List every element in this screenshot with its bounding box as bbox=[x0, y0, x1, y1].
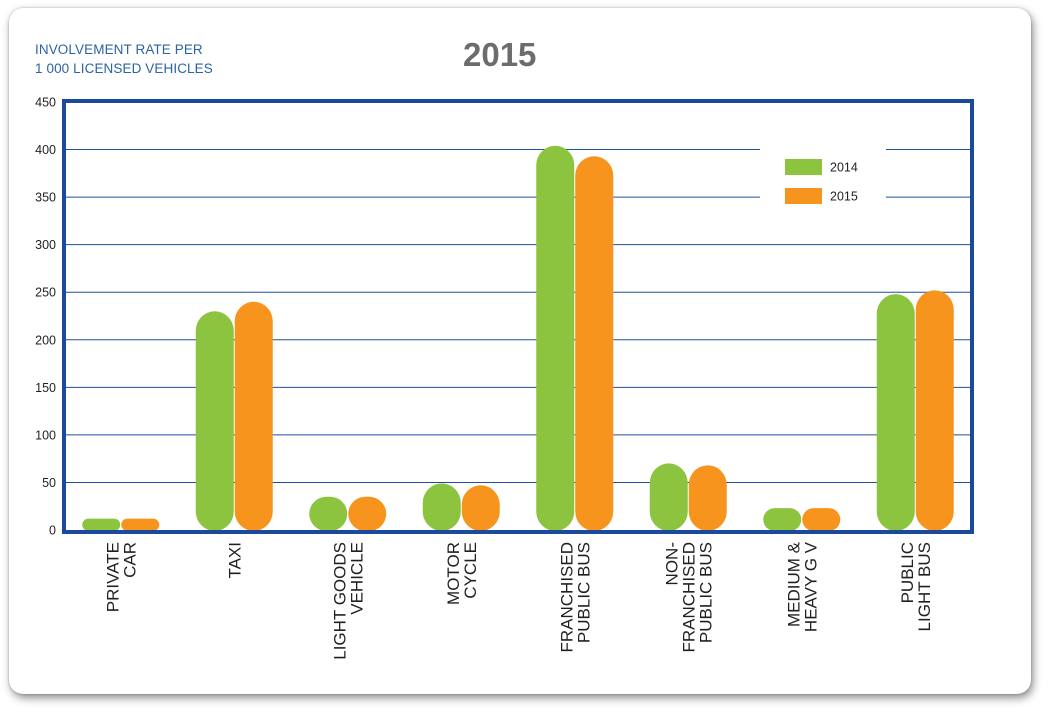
bar-2014 bbox=[536, 145, 575, 532]
x-category-label-line: NON- bbox=[662, 542, 681, 585]
legend-label-2015: 2015 bbox=[830, 190, 858, 204]
bar-2014 bbox=[649, 463, 688, 531]
x-category-label-line: FRANCHISED bbox=[679, 542, 698, 653]
x-category-label-line: PUBLIC BUS bbox=[696, 542, 715, 643]
y-axis-title: INVOLVEMENT RATE PER 1 000 LICENSED VEHI… bbox=[35, 40, 213, 78]
bar-2014 bbox=[82, 518, 121, 531]
y-tick-label: 0 bbox=[49, 524, 56, 538]
y-tick-label: 400 bbox=[35, 143, 56, 157]
bar-2014 bbox=[763, 508, 802, 531]
bar-2015 bbox=[575, 156, 614, 532]
bar-2014 bbox=[309, 496, 348, 531]
plot-frame bbox=[62, 99, 974, 534]
y-tick-label: 200 bbox=[35, 333, 56, 347]
x-category-label-line: PRIVATE bbox=[103, 542, 122, 612]
bar-2015 bbox=[121, 518, 160, 531]
x-category-label-line: MOTOR bbox=[444, 542, 463, 605]
y-tick-label: 450 bbox=[35, 96, 56, 110]
bar-2015 bbox=[234, 301, 273, 531]
bar-2015 bbox=[802, 508, 841, 531]
y-tick-label: 250 bbox=[35, 286, 56, 300]
bar-2015 bbox=[688, 465, 727, 531]
x-category-label-line: FRANCHISED bbox=[557, 542, 576, 653]
y-tick-label: 50 bbox=[42, 476, 56, 490]
legend-swatch-2014 bbox=[785, 159, 822, 175]
y-tick-label: 150 bbox=[35, 381, 56, 395]
y-tick-label: 100 bbox=[35, 428, 56, 442]
x-category-label-line: PUBLIC BUS bbox=[574, 542, 593, 643]
bar-2014 bbox=[422, 483, 461, 531]
bar-2014 bbox=[876, 294, 915, 531]
bar-2015 bbox=[915, 290, 954, 531]
x-category-label-line: VEHICLE bbox=[347, 542, 366, 615]
chart-title: 2015 bbox=[463, 36, 537, 73]
x-category-label-line: LIGHT BUS bbox=[915, 542, 934, 631]
x-category-label-line: CAR bbox=[120, 542, 139, 578]
x-category-label-line: TAXI bbox=[225, 542, 244, 579]
y-axis-title-line-2: 1 000 LICENSED VEHICLES bbox=[35, 61, 213, 76]
x-category-label-line: PUBLIC bbox=[898, 542, 917, 603]
y-axis-title-line-1: INVOLVEMENT RATE PER bbox=[35, 42, 203, 57]
x-category-label-line: MEDIUM & bbox=[784, 541, 803, 627]
x-category-label-line: CYCLE bbox=[461, 542, 480, 599]
chart-card bbox=[9, 8, 1031, 694]
y-tick-label: 350 bbox=[35, 191, 56, 205]
legend-swatch-2015 bbox=[785, 188, 822, 204]
legend-label-2014: 2014 bbox=[830, 161, 858, 175]
x-category-label: TAXI bbox=[225, 542, 244, 579]
x-category-label-line: LIGHT GOODS bbox=[330, 542, 349, 660]
x-category-label: MEDIUM &HEAVY G V bbox=[784, 541, 820, 632]
y-tick-label: 300 bbox=[35, 238, 56, 252]
bar-2015 bbox=[461, 485, 500, 531]
bar-2015 bbox=[348, 496, 387, 531]
bar-2014 bbox=[195, 311, 234, 531]
x-category-label-line: HEAVY G V bbox=[801, 541, 820, 632]
